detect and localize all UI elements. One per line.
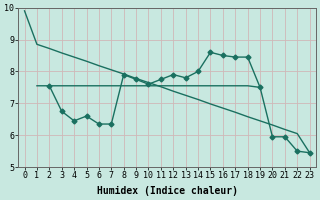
X-axis label: Humidex (Indice chaleur): Humidex (Indice chaleur) xyxy=(97,186,237,196)
